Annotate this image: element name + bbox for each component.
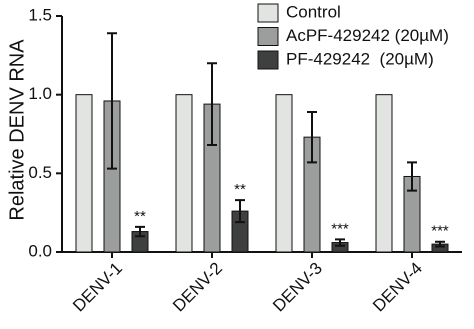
legend-label: Control bbox=[286, 2, 341, 21]
bar bbox=[275, 94, 293, 253]
legend-label: PF-429242 (20µM) bbox=[286, 49, 434, 68]
legend-swatch bbox=[257, 50, 279, 70]
bar bbox=[75, 94, 93, 253]
error-bar bbox=[307, 110, 317, 164]
significance-label: *** bbox=[331, 220, 349, 237]
error-bar bbox=[407, 161, 417, 192]
error-bar bbox=[107, 32, 117, 170]
y-tick-label: 1.5 bbox=[28, 5, 52, 24]
x-tick-label: DENV-4 bbox=[369, 259, 426, 316]
y-axis-label: Relative DENV RNA bbox=[6, 39, 28, 221]
bar bbox=[375, 94, 393, 253]
significance-label: ** bbox=[134, 208, 146, 225]
legend-swatch bbox=[257, 3, 279, 23]
significance-label: ** bbox=[234, 181, 246, 198]
significance-label: *** bbox=[431, 223, 449, 240]
error-bar bbox=[335, 238, 345, 247]
y-tick-label: 0.5 bbox=[28, 163, 52, 182]
error-bar bbox=[235, 199, 245, 224]
error-bar bbox=[207, 62, 217, 147]
x-tick-label: DENV-1 bbox=[69, 259, 126, 316]
x-tick-label: DENV-3 bbox=[269, 259, 326, 316]
y-tick-label: 0.0 bbox=[28, 241, 52, 260]
error-bar bbox=[435, 240, 445, 248]
error-bar bbox=[135, 225, 145, 238]
y-tick-label: 1.0 bbox=[28, 84, 52, 103]
legend-label: AcPF-429242 (20µM) bbox=[286, 26, 449, 45]
bar bbox=[175, 94, 193, 253]
x-tick-label: DENV-2 bbox=[169, 259, 226, 316]
legend-swatch bbox=[257, 27, 279, 46]
